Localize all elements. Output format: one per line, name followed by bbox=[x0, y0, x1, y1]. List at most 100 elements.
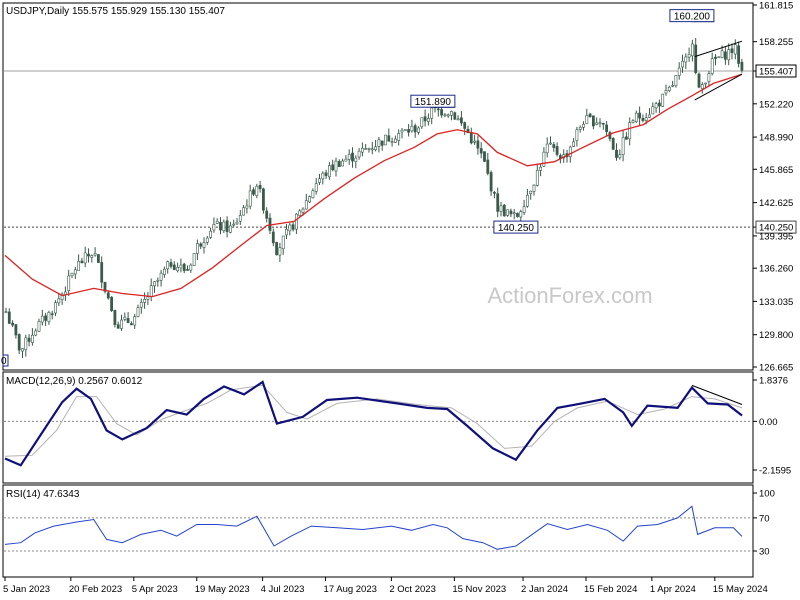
x-tick-label: 17 Aug 2023 bbox=[324, 584, 377, 595]
y-axis-rsi: 100 70 30 bbox=[753, 489, 775, 558]
candle-body bbox=[417, 127, 420, 133]
candle-body bbox=[172, 264, 176, 271]
candle-body bbox=[618, 154, 622, 158]
annotation-text: 140.250 bbox=[498, 223, 535, 234]
candle-body bbox=[87, 253, 90, 257]
y-tick-label: 1.8376 bbox=[759, 376, 788, 387]
annotation-labels: 151.890 140.250 160.200 bbox=[410, 9, 715, 234]
watermark: ActionForex.com bbox=[487, 283, 652, 308]
candle-body bbox=[694, 44, 698, 73]
candle-body bbox=[225, 220, 229, 232]
candle-body bbox=[463, 122, 467, 129]
annotation-box bbox=[669, 9, 715, 23]
candle-body bbox=[529, 190, 533, 195]
candle-body bbox=[37, 321, 41, 332]
candle-body bbox=[393, 138, 397, 143]
candle-body bbox=[93, 253, 97, 256]
support-badge bbox=[755, 220, 797, 234]
candle-body bbox=[97, 254, 100, 263]
candle-body bbox=[182, 263, 186, 272]
candle-body bbox=[443, 114, 447, 117]
candle-body bbox=[163, 268, 166, 275]
candle-body bbox=[275, 242, 279, 256]
candle-body bbox=[110, 296, 114, 312]
candle-body bbox=[403, 129, 407, 131]
x-tick-label: 15 Nov 2023 bbox=[452, 584, 506, 595]
annotation-label: 160.200 bbox=[669, 9, 715, 23]
candle-body bbox=[456, 118, 460, 121]
candle-body bbox=[502, 204, 506, 217]
candle-body bbox=[684, 56, 688, 63]
candle-body bbox=[321, 172, 325, 180]
candle-body bbox=[271, 231, 275, 244]
candle-body bbox=[100, 262, 104, 283]
y-tick-label: 100 bbox=[759, 489, 775, 500]
x-tick-label: 2 Oct 2023 bbox=[389, 584, 435, 595]
candle-body bbox=[466, 128, 470, 134]
candle-body bbox=[364, 148, 368, 150]
x-tick-label: 15 Feb 2024 bbox=[584, 584, 637, 595]
candle-body bbox=[202, 242, 206, 248]
candle-body bbox=[605, 124, 609, 132]
candle-body bbox=[450, 111, 453, 116]
candle-body bbox=[727, 49, 731, 61]
candle-body bbox=[407, 129, 411, 133]
moving-average-line bbox=[4, 73, 743, 298]
candle-body bbox=[542, 151, 546, 167]
candle-body bbox=[512, 212, 516, 215]
x-tick-label: 15 May 2024 bbox=[713, 584, 768, 595]
candle-body bbox=[400, 129, 404, 133]
candle-body bbox=[261, 188, 265, 211]
candle-body bbox=[70, 272, 74, 277]
candle-body bbox=[341, 160, 345, 167]
candle-body bbox=[159, 272, 163, 281]
candle-body bbox=[126, 318, 130, 323]
candle-body bbox=[232, 223, 236, 226]
candle-body bbox=[549, 142, 552, 145]
y-tick-label: 161.815 bbox=[759, 1, 793, 12]
candle-body bbox=[671, 84, 675, 87]
candle-body bbox=[238, 215, 242, 222]
candle-body bbox=[106, 292, 110, 299]
candle-body bbox=[245, 205, 249, 209]
candle-body bbox=[446, 114, 450, 117]
annotation-box bbox=[410, 94, 456, 108]
candle-body bbox=[473, 140, 477, 143]
candle-body bbox=[67, 275, 71, 291]
y-tick-label: 140.250 bbox=[759, 223, 793, 234]
candle-body bbox=[268, 217, 272, 231]
candle-body bbox=[291, 224, 295, 230]
y-tick-label: 145.865 bbox=[759, 165, 793, 176]
candle-body bbox=[700, 84, 704, 89]
candle-body bbox=[334, 160, 338, 172]
candle-body bbox=[631, 120, 635, 123]
candle-body bbox=[740, 61, 744, 71]
candle-body bbox=[252, 189, 255, 195]
annotation-box bbox=[493, 220, 539, 234]
candle-body bbox=[304, 200, 308, 210]
x-axis: 5 Jan 2023 20 Feb 2023 5 Apr 2023 19 May 20… bbox=[3, 577, 768, 595]
candle-body bbox=[179, 264, 183, 269]
candle-body bbox=[367, 148, 371, 150]
candle-body bbox=[113, 310, 117, 325]
candle-body bbox=[143, 299, 147, 303]
candle-body bbox=[80, 260, 84, 264]
y-tick-label: 148.990 bbox=[759, 133, 793, 144]
candle-body bbox=[281, 235, 285, 250]
candle-body bbox=[255, 186, 259, 196]
candle-body bbox=[103, 281, 107, 292]
y-tick-label: 152.220 bbox=[759, 99, 793, 110]
candle-body bbox=[57, 298, 61, 304]
current-price-badge bbox=[755, 64, 797, 78]
candle-body bbox=[588, 113, 592, 118]
candle-body bbox=[40, 315, 44, 323]
macd-panel-title: MACD(12,26,9) 0.2567 0.6012 bbox=[6, 376, 143, 387]
candle-body bbox=[301, 208, 305, 213]
candle-body bbox=[149, 285, 153, 297]
candle-body bbox=[21, 348, 24, 352]
candle-body bbox=[205, 237, 209, 243]
candle-body bbox=[34, 330, 38, 336]
macd-trend-line bbox=[691, 384, 743, 405]
candle-body bbox=[516, 213, 519, 217]
